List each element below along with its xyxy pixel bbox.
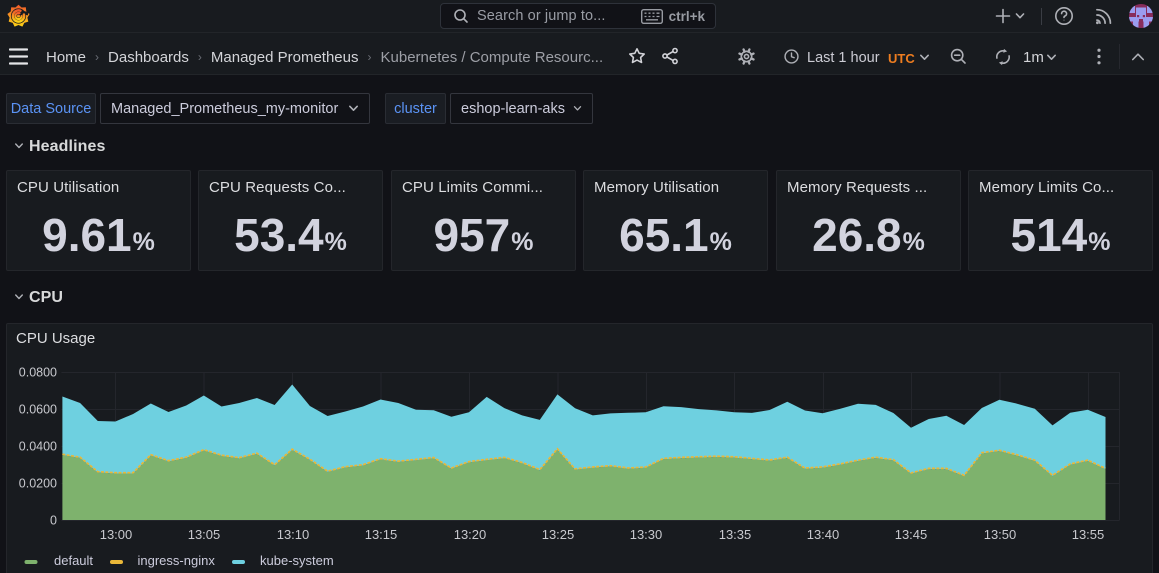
svg-text:13:30: 13:30 bbox=[630, 527, 663, 542]
svg-text:13:05: 13:05 bbox=[188, 527, 221, 542]
svg-text:0.0400: 0.0400 bbox=[19, 440, 57, 454]
svg-text:0.0200: 0.0200 bbox=[19, 477, 57, 491]
svg-text:0.0800: 0.0800 bbox=[19, 366, 57, 380]
svg-text:0.0600: 0.0600 bbox=[19, 403, 57, 417]
svg-text:13:40: 13:40 bbox=[807, 527, 840, 542]
svg-text:0: 0 bbox=[50, 514, 57, 528]
svg-text:kube-system: kube-system bbox=[260, 553, 334, 568]
svg-text:default: default bbox=[54, 553, 93, 568]
svg-text:ingress-nginx: ingress-nginx bbox=[138, 553, 216, 568]
svg-text:13:35: 13:35 bbox=[719, 527, 752, 542]
svg-text:13:10: 13:10 bbox=[277, 527, 310, 542]
svg-text:13:00: 13:00 bbox=[100, 527, 133, 542]
svg-text:13:25: 13:25 bbox=[542, 527, 575, 542]
svg-text:13:20: 13:20 bbox=[454, 527, 487, 542]
svg-text:13:15: 13:15 bbox=[365, 527, 398, 542]
svg-text:13:55: 13:55 bbox=[1072, 527, 1105, 542]
svg-text:13:50: 13:50 bbox=[984, 527, 1017, 542]
svg-text:13:45: 13:45 bbox=[895, 527, 928, 542]
